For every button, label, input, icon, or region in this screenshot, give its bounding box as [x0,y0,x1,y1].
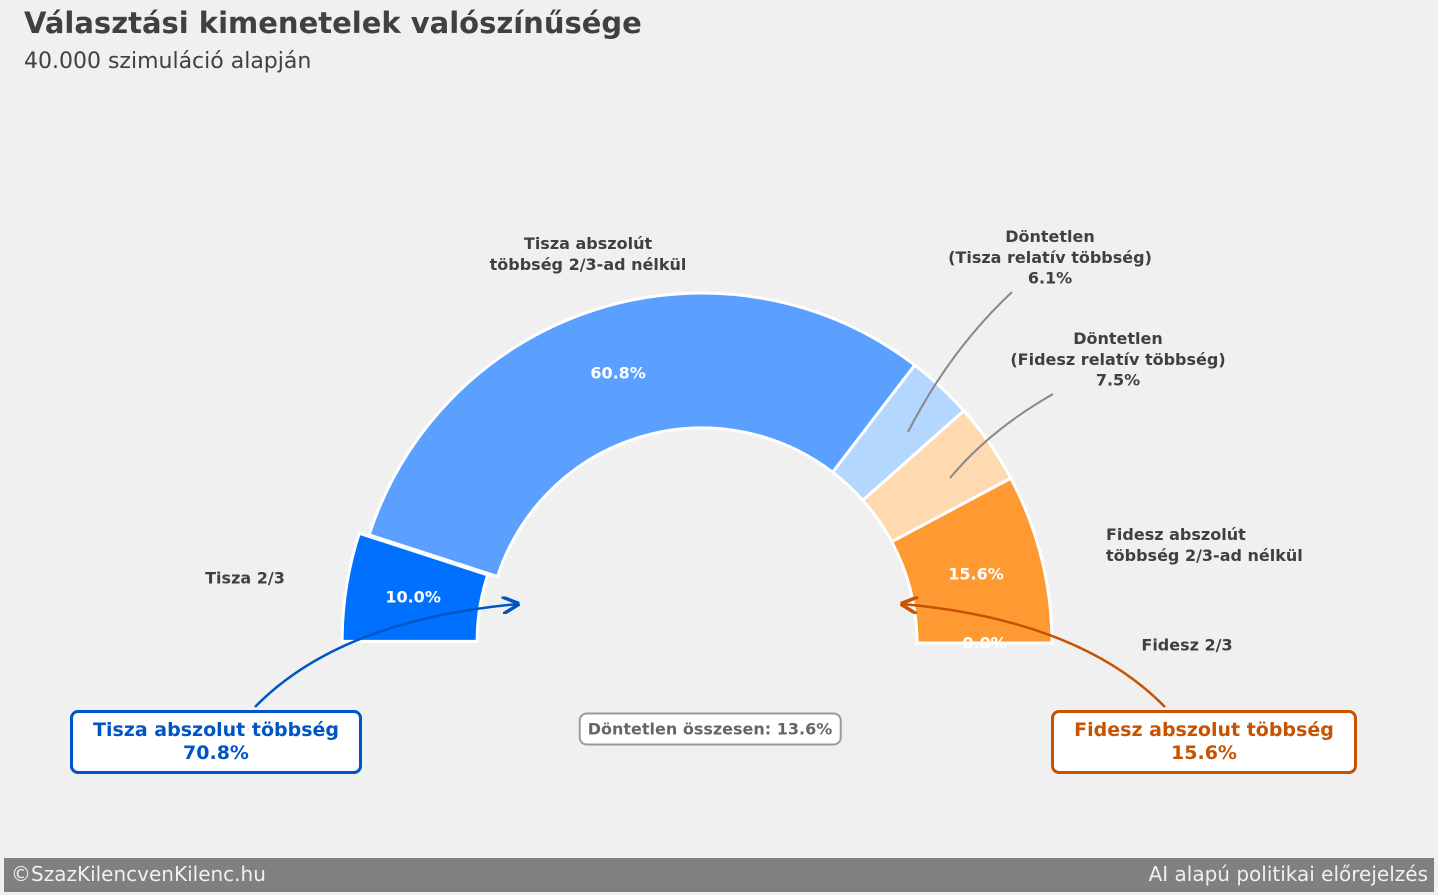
value-label: 0.0% [962,633,1007,653]
annotation: Fidesz abszolut többség 15.6% [1051,710,1357,774]
slice-label: Döntetlen (Tisza relatív többség) [948,227,1152,267]
annotation: Tisza abszolut többség 70.8% [70,710,362,774]
value-label: 60.8% [590,363,646,383]
slice-label: Fidesz abszolút többség 2/3-ad nélkül [1106,525,1303,565]
leader-line [949,393,1054,479]
footer-bar [4,858,1434,892]
value-label: 6.1% [1027,268,1073,288]
value-label: 7.5% [1095,370,1141,390]
slice-label: Tisza 2/3 [205,568,285,588]
leader-line [907,291,1013,433]
value-label: 15.6% [948,564,1004,584]
chart-title: Választási kimenetelek valószínűsége [24,6,642,40]
slice [340,531,490,643]
slice-label: Tisza abszolút többség 2/3-ad nélkül [489,234,687,274]
footer-right: AI alapú politikai előrejelzés [1148,862,1428,886]
slice-label: Fidesz 2/3 [1141,635,1233,655]
annotation: Döntetlen összesen: 13.6% [578,712,842,746]
slice [367,291,917,579]
chart-subtitle: 40.000 szimuláció alapján [24,49,312,74]
footer-left: ©SzazKilencvenKilenc.hu [11,862,266,886]
slice-label: Döntetlen (Fidesz relatív többség) [1010,329,1226,369]
value-label: 10.0% [385,587,441,607]
arrow [902,604,1166,708]
arrow [254,604,518,708]
